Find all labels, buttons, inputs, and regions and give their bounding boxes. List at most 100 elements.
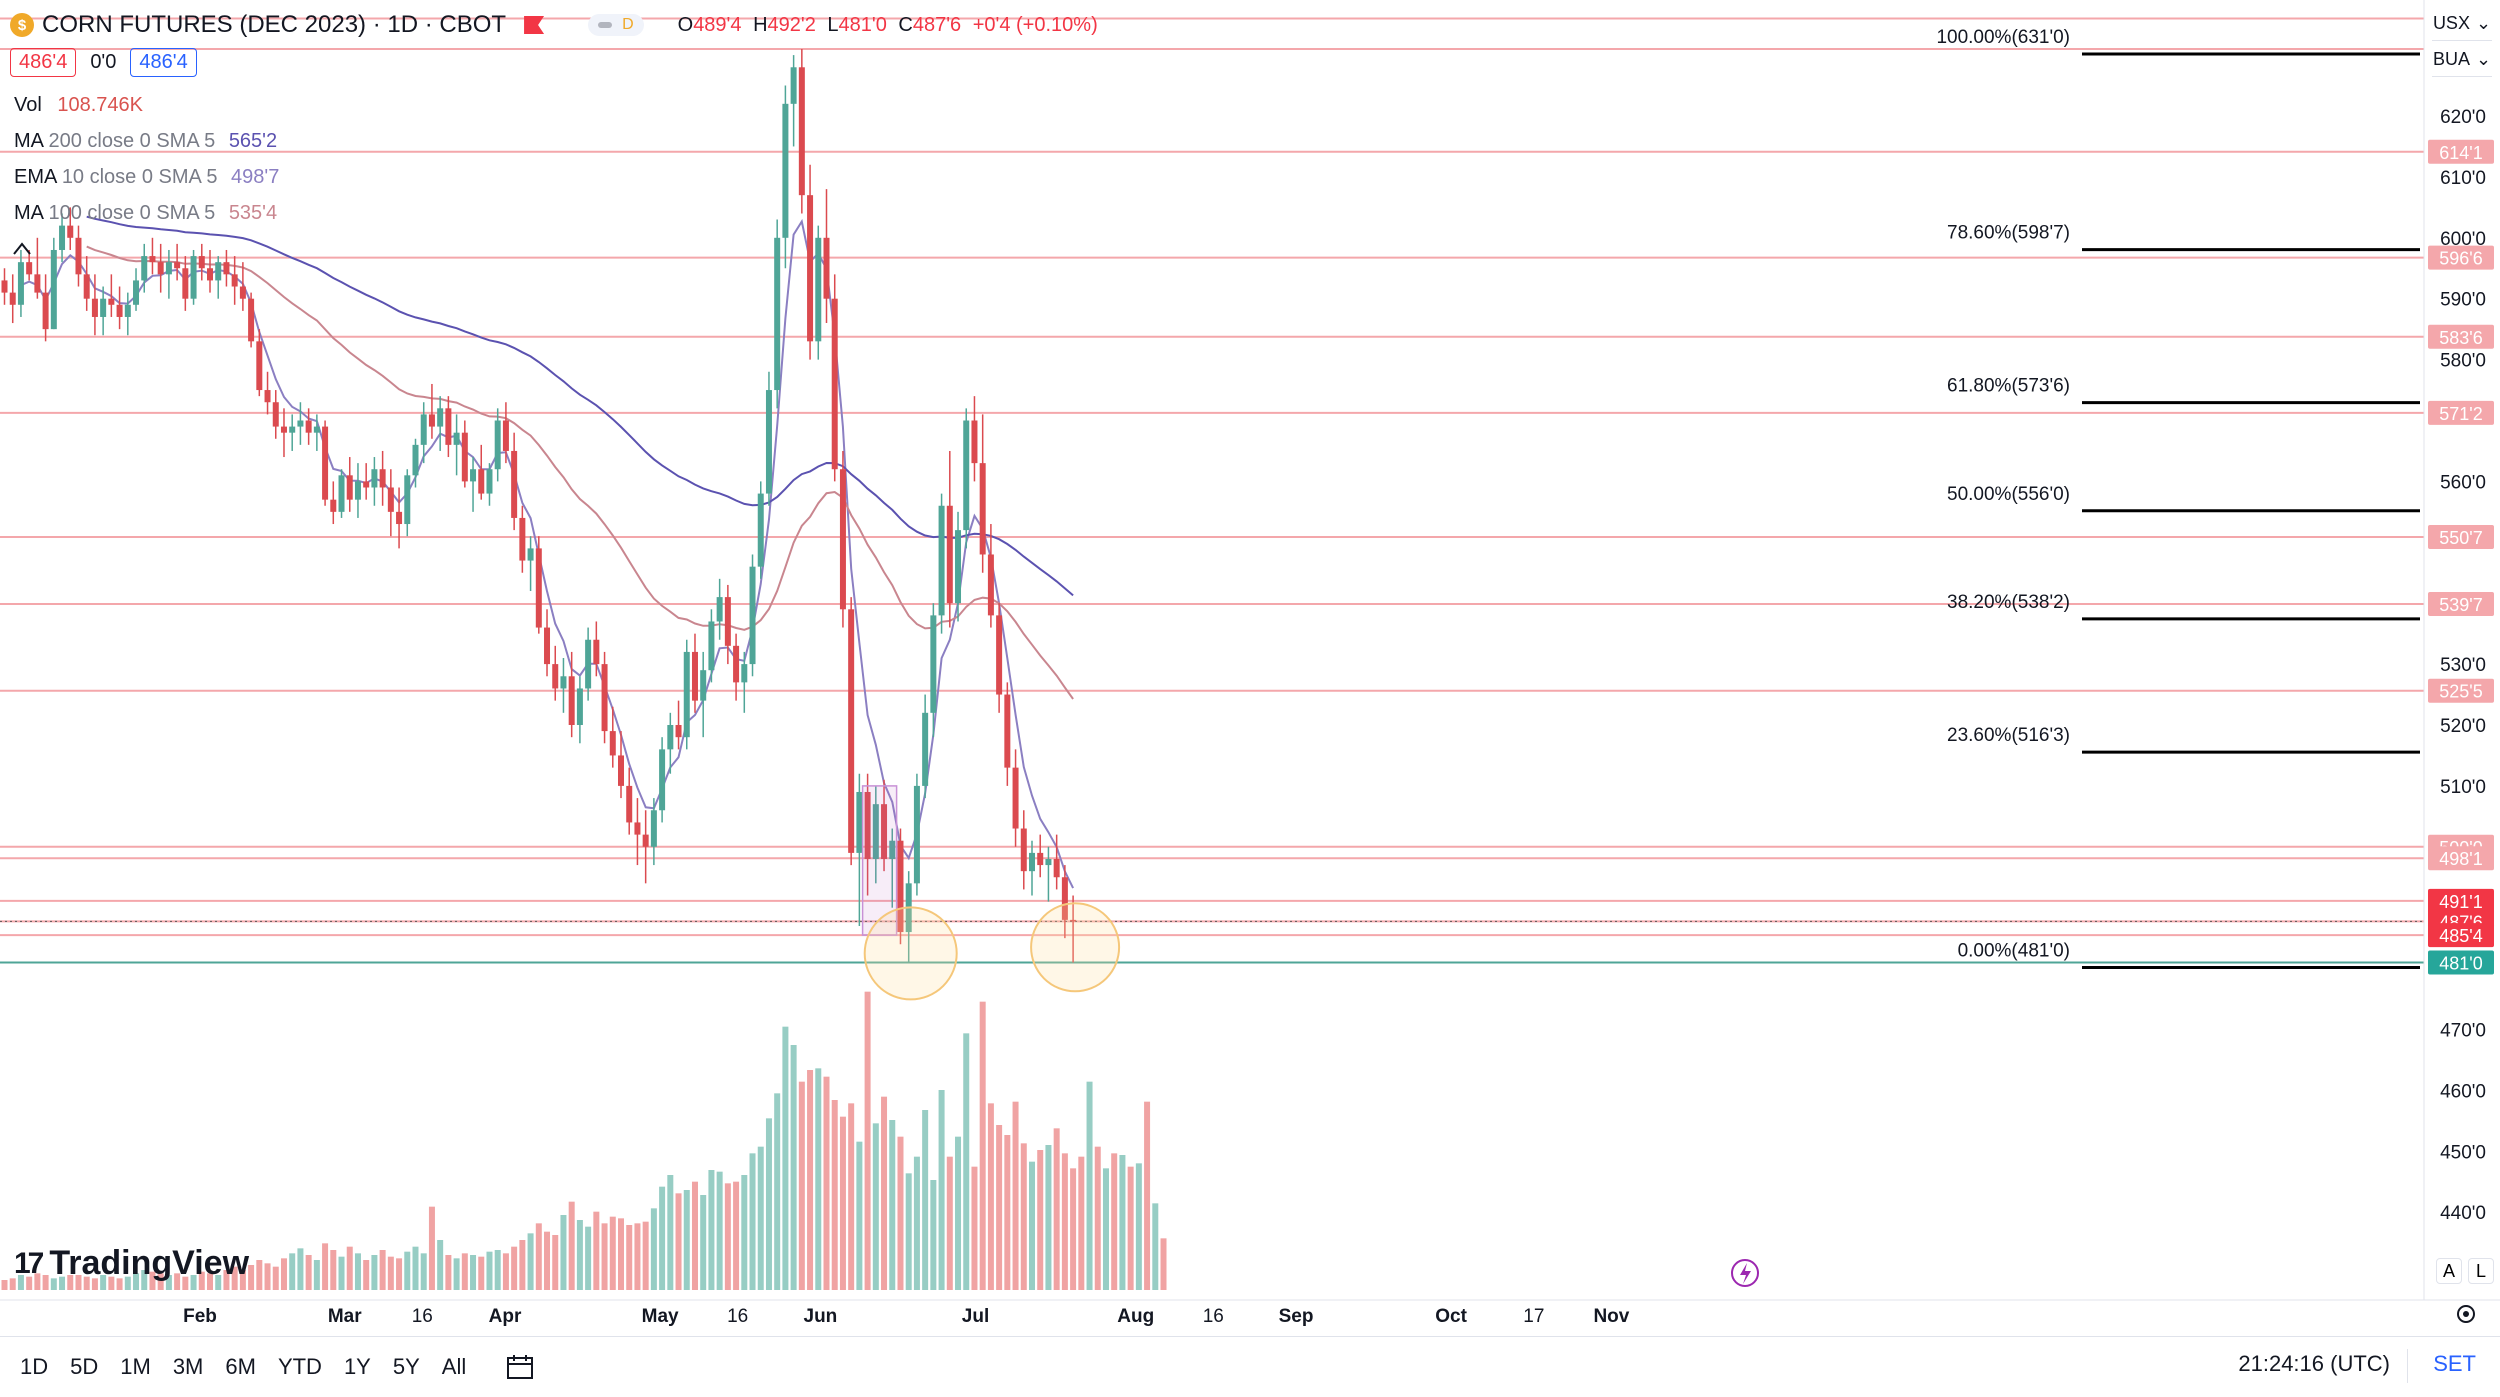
candle-body (75, 237, 82, 275)
lightning-icon (1740, 1263, 1751, 1284)
volume-bar (486, 1251, 493, 1290)
candle-body (1053, 858, 1060, 878)
candle-body (297, 420, 304, 427)
candle-body (412, 444, 419, 476)
time-tick-label: 16 (1203, 1306, 1224, 1327)
divider (2407, 1349, 2408, 1383)
candle-body (157, 262, 164, 275)
candle-body (404, 475, 411, 525)
candle-body (601, 664, 608, 732)
volume-bar (963, 1033, 970, 1290)
ohlc-open-key: O (677, 13, 694, 36)
range-1y[interactable]: 1Y (343, 1354, 371, 1379)
volume-bar (1012, 1101, 1019, 1290)
candle-body (741, 664, 748, 683)
volume-bar (305, 1255, 312, 1290)
chart-header: $ CORN FUTURES (DEC 2023) · 1D · CBOT D … (10, 10, 1104, 40)
candle-body (149, 256, 156, 263)
fib-level-label: 38.20%(538'2) (1947, 592, 2070, 613)
buy-price[interactable]: 486'4 (130, 48, 197, 77)
chevron-down-icon: ⌄ (2475, 48, 2492, 69)
time-tick-label: Jul (962, 1306, 989, 1327)
candle-body (470, 469, 477, 482)
sell-price[interactable]: 486'4 (10, 48, 77, 77)
volume-bar (1045, 1145, 1052, 1290)
candle-body (971, 420, 978, 464)
flag-icon[interactable] (524, 16, 545, 34)
ohlc-readout: O489'4 H492'2 L481'0 C487'6 +0'4 (+0.10%… (678, 14, 1104, 37)
indicator-value: 565'2 (228, 130, 278, 152)
range-6m[interactable]: 6M (225, 1354, 256, 1379)
volume-bar (297, 1248, 304, 1290)
price-tick-label: 560'0 (2440, 472, 2486, 493)
indicator-volume[interactable]: Vol 108.746K (14, 94, 143, 117)
price-tick-label: 450'0 (2440, 1142, 2486, 1163)
fib-level-label: 100.00%(631'0) (1936, 27, 2070, 48)
candle-body (67, 225, 74, 238)
price-tick-label: 600'0 (2440, 229, 2486, 250)
candle-body (478, 469, 485, 494)
range-ytd[interactable]: YTD (277, 1354, 322, 1379)
range-all[interactable]: All (441, 1354, 467, 1379)
calendar-icon[interactable] (506, 1353, 536, 1381)
volume-bar (576, 1220, 583, 1290)
fib-level-label: 0.00%(481'0) (1958, 941, 2070, 962)
candle-body (552, 664, 559, 689)
candle-body (856, 791, 863, 853)
currency-selector[interactable]: USX ⌄ (2432, 6, 2492, 41)
indicator-params: 200 close 0 SMA 5 (48, 130, 216, 152)
range-1d[interactable]: 1D (20, 1354, 49, 1379)
highlight-box (861, 785, 898, 936)
time-tick-label: Nov (1593, 1306, 1629, 1327)
candle-body (502, 420, 509, 451)
utc-clock[interactable]: 21:24:16 (UTC) (2238, 1351, 2390, 1376)
volume-bar (979, 1001, 986, 1290)
volume-bar (922, 1110, 929, 1290)
volume-bar (108, 1276, 115, 1290)
indicator-ma-100[interactable]: MA 100 close 0 SMA 5 535'4 (14, 202, 277, 225)
candle-body (979, 463, 986, 555)
candle-body (330, 499, 337, 512)
ohlc-open: 489'4 (693, 13, 742, 36)
volume-bar (807, 1070, 814, 1290)
log-scale-button[interactable]: L (2468, 1258, 2494, 1284)
volume-bar (502, 1253, 509, 1290)
candle-body (50, 249, 57, 330)
candle-body (782, 103, 789, 238)
time-tick-label: Oct (1435, 1306, 1467, 1327)
auto-scale-button[interactable]: A (2436, 1258, 2462, 1284)
axes: 620'0 610'0 600'0 590'0 580'0 560'0 530'0 520'0… (0, 0, 2500, 1327)
indicator-params: 100 close 0 SMA 5 (48, 202, 216, 224)
interval-pill[interactable]: D (588, 14, 644, 36)
volume-bar (420, 1253, 427, 1290)
volume-bar (626, 1225, 633, 1290)
symbol-title[interactable]: CORN FUTURES (DEC 2023) · 1D · CBOT (42, 11, 507, 38)
candle-body (757, 493, 764, 567)
volume-bar (593, 1211, 600, 1290)
volume-bar (272, 1266, 279, 1290)
time-tick-label: Apr (489, 1306, 522, 1327)
range-5d[interactable]: 5D (70, 1354, 99, 1379)
session-set-button[interactable]: SET (2433, 1351, 2476, 1376)
unit-label: BUA (2432, 48, 2470, 69)
indicator-ema-10[interactable]: EMA 10 close 0 SMA 5 498'7 (14, 166, 279, 189)
range-1m[interactable]: 1M (120, 1354, 151, 1379)
volume-bar (174, 1273, 181, 1290)
volume-bar (478, 1256, 485, 1290)
candle-body (872, 804, 879, 859)
volume-bar (1102, 1168, 1109, 1290)
range-5y[interactable]: 5Y (392, 1354, 420, 1379)
indicator-ma-200[interactable]: MA 200 close 0 SMA 5 565'2 (14, 130, 277, 153)
unit-selector[interactable]: BUA ⌄ (2432, 42, 2492, 77)
fibonacci-retracement: 100.00%(631'0) 78.60%(598'7) 61.80%(573'6)… (1936, 27, 2420, 970)
candle-body (207, 268, 213, 281)
candle-body (272, 402, 279, 427)
volume-bar (124, 1276, 131, 1290)
price-tick-label: 470'0 (2440, 1021, 2486, 1042)
range-3m[interactable]: 3M (172, 1354, 204, 1379)
volume-bar (59, 1276, 66, 1290)
volume-bar (650, 1208, 657, 1290)
ohlc-close: 487'6 (912, 13, 962, 36)
candle-body (626, 785, 633, 823)
